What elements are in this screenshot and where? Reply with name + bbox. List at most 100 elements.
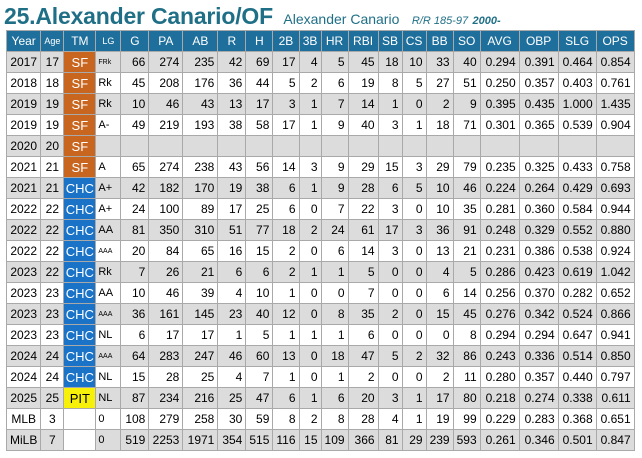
cell-hr [320,135,349,157]
cell-bb: 239 [425,429,454,451]
cell-so: 35 [452,198,481,220]
cell-h: 7 [245,366,274,388]
cell-slg: 0.539 [557,114,597,136]
cell-r: 23 [217,303,247,325]
cell-ops: 0.924 [595,240,635,262]
cell-2b: 2 [272,261,300,283]
cell-2b: 1 [272,282,300,304]
cell-obp: 0.264 [518,177,559,199]
cell-so: 51 [452,72,481,94]
cell-year: 2023 [5,282,42,304]
column-header-rbi: RBI [347,30,379,52]
cell-g: 108 [120,408,150,430]
cell-slg [557,135,597,157]
cell-r: 43 [217,156,247,178]
cell-age: 23 [40,303,65,325]
cell-rbi: 61 [347,219,379,241]
cell-hr: 0 [320,282,349,304]
cell-slg: 0.538 [557,240,597,262]
table-row: 2021 21 SF A 65 274 238 43 56 14 3 9 29 15 3 29 79 0.235 0… [5,156,635,178]
cell-age: 24 [40,345,65,367]
cell-r: 19 [217,177,247,199]
cell-slg: 0.524 [557,303,597,325]
cell-ops [595,135,635,157]
cell-sb: 18 [377,51,403,73]
cell-slg: 0.338 [557,387,597,409]
cell-so: 21 [452,240,481,262]
cell-lg: AA [95,219,122,241]
cell-h: 58 [245,114,274,136]
cell-age: 21 [40,156,65,178]
column-header-so: SO [452,30,481,52]
cell-rbi: 5 [347,261,379,283]
cell-lg: NL [95,324,122,346]
cell-rbi: 6 [347,324,379,346]
cell-3b: 0 [298,240,322,262]
cell-lg: Rk [95,93,122,115]
cell-obp [518,135,559,157]
cell-rbi: 28 [347,408,379,430]
table-row: 2020 20 SF [5,135,635,157]
cell-avg: 0.250 [479,72,520,94]
cell-r: 38 [217,114,247,136]
column-header-cs: CS [401,30,427,52]
cell-obp: 0.274 [518,387,559,409]
cell-sb: 17 [377,219,403,241]
cell-hr: 1 [320,261,349,283]
header-row: Year Age TM LG G PA AB R H 2B 3B HR RBI SB CS BB SO AVG OB… [5,30,635,52]
cell-pa: 84 [148,240,184,262]
cell-cs: 0 [401,324,427,346]
team-badge: SF [63,93,97,115]
cell-obp: 0.370 [518,282,559,304]
cell-lg: AAA [95,303,122,325]
column-header-g: G [120,30,150,52]
cell-so: 11 [452,366,481,388]
cell-g: 20 [120,240,150,262]
cell-hr: 109 [320,429,349,451]
cell-hr: 1 [320,324,349,346]
cell-ops: 0.652 [595,282,635,304]
cell-so: 99 [452,408,481,430]
cell-avg: 0.301 [479,114,520,136]
cell-ab: 17 [182,324,219,346]
team-badge: CHC [63,345,97,367]
cell-2b: 6 [272,387,300,409]
cell-ab: 1971 [182,429,219,451]
team-badge: CHC [63,261,97,283]
cell-3b: 15 [298,429,322,451]
column-header-hr: HR [320,30,349,52]
cell-avg: 0.229 [479,408,520,430]
cell-rbi: 28 [347,177,379,199]
cell-h: 69 [245,51,274,73]
cell-r: 36 [217,72,247,94]
cell-r: 13 [217,93,247,115]
cell-age: 22 [40,198,65,220]
cell-ops: 0.850 [595,345,635,367]
cell-bb: 27 [425,72,454,94]
cell-bb: 4 [425,261,454,283]
cell-ab: 176 [182,72,219,94]
cell-lg: 0 [95,408,122,430]
cell-so: 79 [452,156,481,178]
cell-so: 45 [452,303,481,325]
cell-g: 15 [120,366,150,388]
cell-ops: 0.904 [595,114,635,136]
cell-h: 5 [245,324,274,346]
table-row: 2021 21 CHC A+ 42 182 170 19 38 6 1 9 28 6 5 10 46 0.224 0… [5,177,635,199]
cell-3b: 1 [298,93,322,115]
cell-r: 6 [217,261,247,283]
cell-pa: 234 [148,387,184,409]
cell-cs: 1 [401,114,427,136]
column-header-r: R [217,30,247,52]
team-badge: SF [63,156,97,178]
cell-g: 65 [120,156,150,178]
cell-rbi: 22 [347,198,379,220]
cell-g: 36 [120,303,150,325]
cell-obp: 0.336 [518,345,559,367]
cell-h: 515 [245,429,274,451]
cell-bb: 33 [425,51,454,73]
cell-slg: 0.282 [557,282,597,304]
cell-3b: 2 [298,408,322,430]
cell-avg: 0.235 [479,156,520,178]
cell-cs: 0 [401,93,427,115]
